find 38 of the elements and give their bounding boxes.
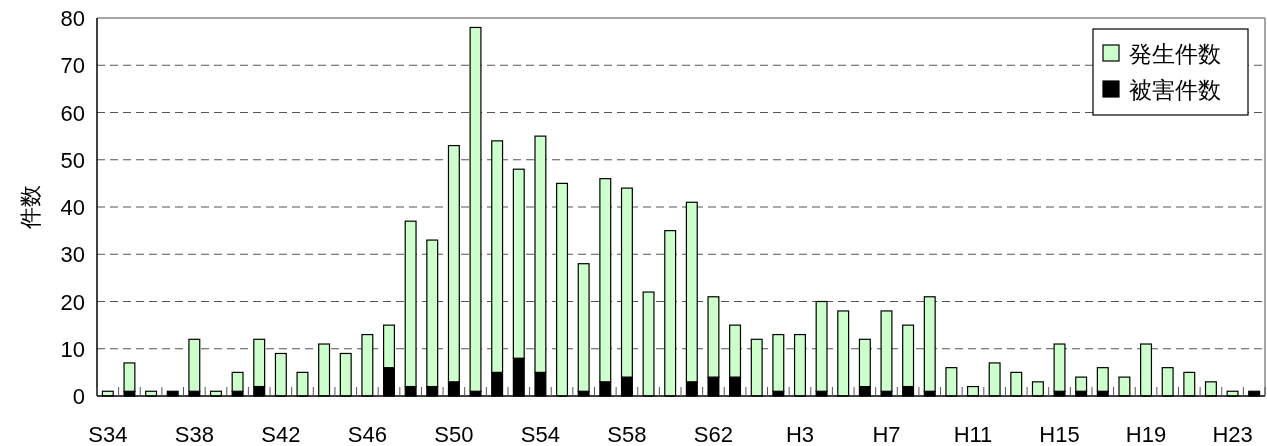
x-tick-label: S54 xyxy=(520,422,560,446)
y-tick-label: 50 xyxy=(60,147,85,173)
bar xyxy=(772,333,785,392)
y-tick-label: 80 xyxy=(60,6,85,31)
x-tick-label: S42 xyxy=(261,422,301,446)
y-tick-label: 0 xyxy=(72,384,85,409)
x-tick-label: H11 xyxy=(953,422,993,446)
bar xyxy=(923,296,936,392)
legend-label: 被害件数 xyxy=(1129,77,1221,103)
y-tick-label: 30 xyxy=(60,242,85,268)
x-tick-label: S62 xyxy=(693,422,734,446)
bar xyxy=(577,263,590,392)
x-tick-label: H19 xyxy=(1125,422,1167,446)
x-tick-label: H23 xyxy=(1212,422,1253,446)
y-axis-title: 件数 xyxy=(18,185,43,229)
y-tick-label: 70 xyxy=(60,53,85,79)
x-tick-label: H3 xyxy=(785,422,815,446)
x-tick-label: S34 xyxy=(88,422,128,446)
x-tick-label: S50 xyxy=(434,422,474,446)
bar xyxy=(231,371,244,392)
x-tick-label: S38 xyxy=(174,422,214,446)
bar xyxy=(469,26,482,392)
bar xyxy=(880,310,893,392)
bar xyxy=(1053,343,1066,392)
y-tick-label: 10 xyxy=(60,336,85,362)
y-tick-label: 40 xyxy=(60,195,85,220)
legend-label: 発生件数 xyxy=(1129,41,1221,67)
x-tick-label: H15 xyxy=(1039,422,1080,446)
y-tick-label: 20 xyxy=(60,289,85,315)
x-tick-label: S46 xyxy=(347,422,387,446)
bar xyxy=(1075,376,1088,392)
bar xyxy=(188,338,201,392)
bar xyxy=(815,300,828,392)
y-tick-label: 60 xyxy=(60,100,85,126)
x-tick-label: H7 xyxy=(872,422,901,446)
bar xyxy=(1096,367,1109,392)
x-tick-label: S58 xyxy=(607,422,647,446)
bar xyxy=(123,362,136,392)
